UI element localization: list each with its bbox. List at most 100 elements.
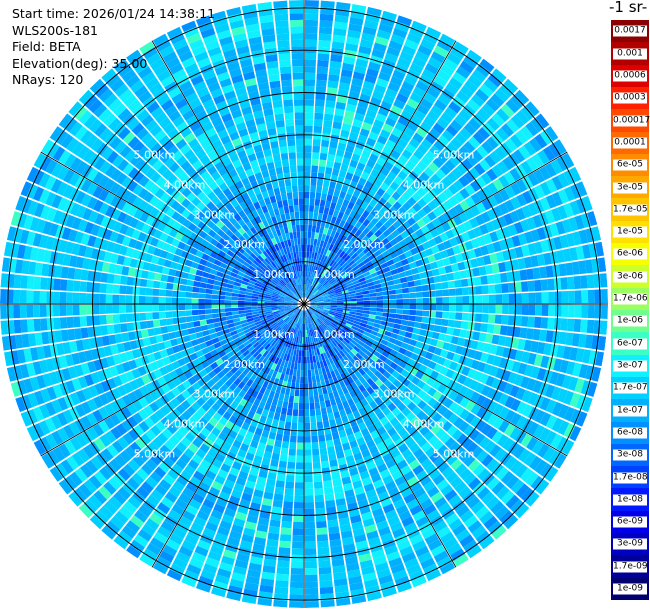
ray-gate [290, 581, 304, 589]
ray-gate [421, 458, 433, 470]
ray-gate [461, 366, 471, 377]
ray-gate [132, 454, 145, 467]
ray-gate [278, 297, 285, 300]
ray-gate [112, 314, 120, 324]
ray-gate [272, 310, 279, 315]
ray-gate [306, 291, 310, 299]
ray-gate [584, 334, 594, 349]
ray-gate [329, 268, 335, 275]
ray-gate [322, 280, 329, 287]
ray-gate [337, 304, 344, 306]
ray-gate [446, 327, 455, 336]
ray-gate [495, 345, 505, 357]
ray-gate [66, 137, 79, 153]
ray-gate [192, 186, 202, 197]
ray-gate [234, 369, 242, 378]
ray-gate [369, 296, 377, 301]
ray-gate [211, 224, 221, 233]
ray-gate [275, 406, 282, 414]
ray-gate [329, 323, 336, 329]
ray-gate [146, 279, 154, 288]
ray-gate [38, 172, 51, 188]
ray-gate [495, 304, 503, 314]
ray-gate [350, 252, 358, 260]
ray-gate [361, 565, 375, 576]
ray-gate [275, 258, 281, 266]
ray-gate [477, 486, 491, 500]
ray-gate [390, 521, 403, 532]
ray-gate [365, 278, 374, 284]
ray-gate [424, 248, 434, 257]
ray-gate [253, 224, 261, 232]
ray-gate [360, 357, 368, 365]
ray-gate [110, 195, 121, 208]
ray-gate [224, 241, 232, 250]
ray-gate [327, 334, 333, 342]
ray-gate [479, 58, 495, 73]
ray-gate [202, 527, 216, 539]
ray-gate [78, 219, 88, 232]
ray-gate [431, 268, 440, 277]
ray-gate [278, 547, 291, 555]
ray-gate [417, 389, 427, 400]
ray-gate [260, 318, 268, 323]
ray-gate [355, 271, 363, 277]
ray-gate [270, 340, 277, 347]
ray-gate [480, 275, 488, 285]
ray-gate [206, 283, 214, 290]
ray-gate [231, 461, 242, 471]
ray-gate [168, 162, 180, 173]
ray-gate [399, 324, 408, 331]
ray-gate [349, 159, 358, 169]
ray-gate [45, 159, 58, 175]
ray-gate [132, 184, 144, 196]
ray-gate [514, 350, 524, 362]
ray-gate [150, 425, 162, 437]
ray-gate [258, 294, 266, 298]
ray-gate [491, 263, 500, 274]
ray-gate [183, 570, 199, 582]
ray-gate [392, 220, 402, 229]
ray-gate [92, 315, 101, 326]
ray-gate [419, 121, 432, 133]
ray-gate [224, 220, 233, 229]
ray-gate [350, 234, 358, 243]
ray-gate [224, 253, 232, 261]
ray-gate [450, 476, 463, 489]
ray-gate [530, 117, 544, 133]
ray-gate [215, 346, 224, 354]
ray-gate [319, 287, 326, 293]
ray-gate [163, 340, 172, 349]
ray-gate [360, 319, 368, 325]
ray-gate [499, 83, 514, 98]
ray-gate [330, 252, 337, 260]
ray-gate [158, 311, 166, 319]
ray-gate [394, 63, 409, 75]
ray-gate [448, 401, 459, 413]
ray-gate [117, 436, 129, 449]
ray-gate [549, 251, 559, 264]
ray-gate [383, 397, 393, 407]
ray-gate [327, 519, 339, 528]
ray-gate [491, 334, 500, 345]
ray-gate [234, 395, 243, 404]
ray-gate [289, 587, 304, 595]
ray-gate [412, 464, 424, 476]
ray-gate [347, 165, 356, 175]
ray-gate [301, 350, 304, 357]
ray-gate [385, 88, 398, 99]
ray-gate [502, 157, 515, 171]
ray-gate [382, 123, 394, 133]
ray-gate [439, 326, 448, 334]
ray-gate [193, 175, 204, 186]
ray-gate [314, 488, 324, 496]
ray-gate [422, 297, 430, 304]
ray-gate [178, 225, 188, 235]
ray-gate [324, 234, 330, 243]
ray-gate [32, 169, 45, 185]
ray-gate [373, 279, 381, 285]
ray-gate [520, 219, 530, 232]
ray-gate [363, 300, 371, 304]
ray-gate [229, 530, 242, 540]
ray-gate [415, 259, 424, 267]
